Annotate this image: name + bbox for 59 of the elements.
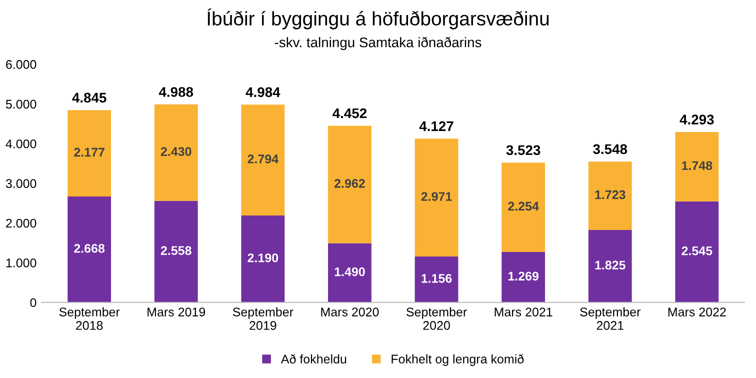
y-tick-label: 3.000 — [6, 179, 36, 188]
total-label: 4.293 — [680, 114, 714, 125]
bar — [414, 256, 458, 302]
data-label: 1.825 — [595, 260, 626, 270]
data-label: 2.971 — [421, 192, 452, 201]
legend-label: Fokhelt og lengra komið — [392, 354, 524, 366]
chart-subtitle: -skv. talningu Samtaka iðnaðarins — [274, 36, 482, 50]
bar — [154, 200, 198, 302]
y-tick-label: 1.000 — [6, 258, 36, 268]
x-tick-label: Mars 2021 — [494, 308, 552, 316]
data-label: 2.668 — [74, 244, 105, 253]
bar — [588, 230, 632, 302]
data-label: 1.748 — [682, 161, 712, 170]
data-label: 2.558 — [160, 246, 192, 255]
y-tick-label: 2.000 — [6, 218, 36, 228]
x-tick-label: September 2019 — [232, 307, 294, 330]
data-label: 2.177 — [74, 148, 104, 157]
bar — [328, 126, 372, 244]
x-tick-label: September 2018 — [59, 307, 120, 330]
legend-label: Að fokheldu — [280, 354, 346, 364]
data-label: 1.269 — [508, 272, 538, 281]
bar — [241, 215, 285, 302]
data-label: 2.430 — [160, 147, 192, 156]
y-tick-label: 5.000 — [6, 100, 36, 109]
bar — [502, 162, 546, 252]
x-tick-label: September 2020 — [406, 307, 467, 330]
data-label: 2.190 — [248, 253, 278, 262]
y-tick-label: 0 — [30, 298, 36, 308]
data-label: 1.490 — [334, 267, 365, 276]
x-tick-label: Mars 2019 — [148, 308, 206, 316]
bar — [154, 104, 198, 201]
bar — [675, 201, 719, 302]
data-label: 2.545 — [682, 246, 712, 256]
bar — [502, 252, 546, 302]
total-label: 4.452 — [332, 108, 367, 118]
chart-title: Íbúðir í byggingu á höfuðborgarsvæðinu — [207, 8, 549, 30]
data-label: 2.254 — [508, 202, 539, 211]
total-label: 3.548 — [593, 144, 628, 154]
x-tick-label: Mars 2020 — [321, 308, 379, 316]
data-label: 2.962 — [334, 178, 365, 188]
y-tick-label: 6.000 — [6, 60, 36, 69]
bar — [241, 104, 285, 216]
x-tick-label: September 2021 — [580, 307, 640, 330]
bar — [675, 132, 719, 202]
total-label: 4.984 — [246, 87, 280, 98]
data-label: 1.156 — [422, 274, 452, 283]
total-label: 4.127 — [419, 121, 454, 131]
bar — [414, 138, 458, 257]
bar — [328, 243, 372, 302]
total-label: 3.523 — [506, 145, 540, 156]
bar — [68, 110, 112, 197]
y-tick-label: 4.000 — [6, 139, 36, 148]
data-label: 1.723 — [595, 190, 626, 200]
x-tick-label: Mars 2022 — [668, 308, 726, 316]
total-label: 4.845 — [72, 92, 106, 103]
total-label: 4.988 — [158, 87, 194, 97]
bar — [68, 196, 112, 302]
bar — [588, 162, 632, 230]
data-label: 2.794 — [248, 154, 278, 164]
